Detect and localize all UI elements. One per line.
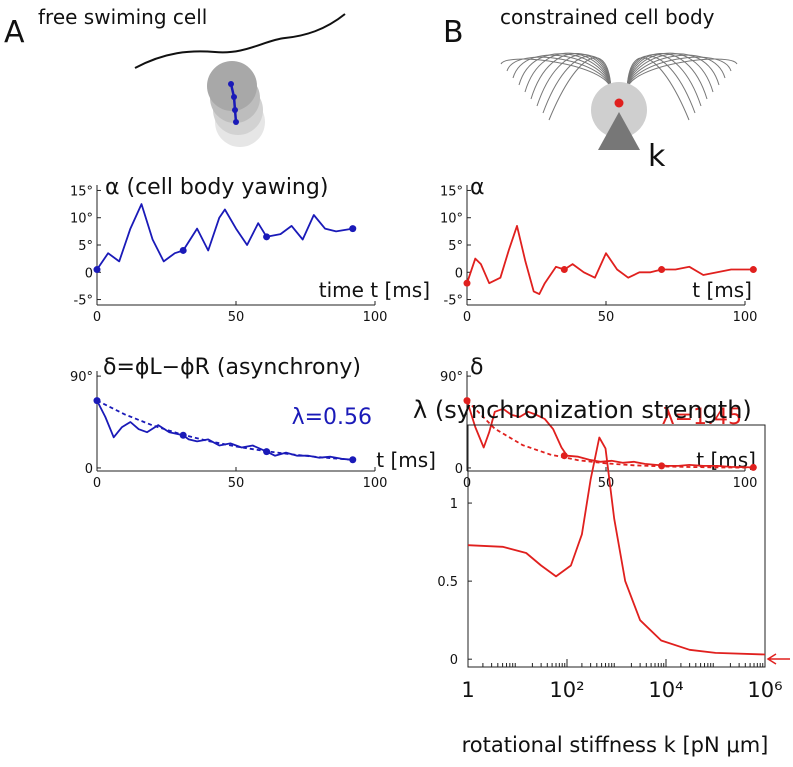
- constrained-cell-diagram: [500, 52, 738, 150]
- data-point: [749, 266, 757, 274]
- x-tick-label: 100: [733, 476, 758, 491]
- y-tick-label: -5°: [74, 294, 93, 309]
- data-point: [349, 456, 357, 464]
- x-axis-label: t [ms]: [696, 448, 756, 472]
- y-tick-label: 0: [450, 653, 458, 668]
- y-tick-label: 0: [85, 462, 93, 477]
- y-tick-label: -5°: [444, 294, 463, 309]
- data-point: [463, 279, 471, 287]
- y-tick-label: 0: [85, 266, 93, 281]
- x-tick-label: 50: [598, 310, 615, 325]
- annotation: λ=1.45: [662, 405, 742, 430]
- x-tick-label: 10⁴: [648, 678, 683, 702]
- spring-label: k: [648, 139, 666, 174]
- data-line: [466, 225, 754, 295]
- data-point: [749, 463, 757, 471]
- chart-title: δ: [470, 355, 483, 380]
- y-tick-label: 0.5: [437, 575, 458, 590]
- x-tick-label: 0: [93, 310, 101, 325]
- x-tick-label: 50: [228, 476, 245, 491]
- free-cell-diagram: [134, 13, 346, 147]
- x-axis-label: rotational stiffness k [pN μm]: [462, 733, 769, 757]
- data-point: [93, 266, 101, 274]
- y-tick-label: 0: [455, 462, 463, 477]
- y-tick-label: 15°: [440, 184, 463, 199]
- data-point: [179, 246, 187, 254]
- panel-title: constrained cell body: [500, 5, 715, 29]
- data-point: [263, 448, 271, 456]
- y-tick-label: 90°: [440, 370, 463, 385]
- data-line: [96, 203, 353, 271]
- data-point: [560, 266, 568, 274]
- x-tick-label: 50: [598, 476, 615, 491]
- data-point: [560, 452, 568, 460]
- annotation: λ=0.56: [292, 405, 372, 430]
- x-tick-label: 0: [463, 476, 471, 491]
- x-tick-label: 10²: [549, 678, 584, 702]
- x-tick-label: 100: [363, 476, 388, 491]
- chart-title: δ=ϕL−ϕR (asynchrony): [103, 355, 361, 380]
- chart-title: α: [470, 175, 485, 200]
- data-point: [93, 397, 101, 405]
- y-tick-label: 1: [450, 497, 458, 512]
- y-tick-label: 90°: [70, 370, 93, 385]
- panel-title: free swiming cell: [38, 5, 207, 29]
- x-tick-label: 100: [363, 310, 388, 325]
- y-tick-label: 10°: [70, 212, 93, 227]
- data-line: [467, 436, 766, 656]
- x-axis-label: time t [ms]: [319, 278, 430, 302]
- chart-title: λ (synchronization strength): [413, 396, 752, 424]
- data-point: [263, 233, 271, 241]
- x-tick-label: 0: [463, 310, 471, 325]
- x-tick-label: 0: [93, 476, 101, 491]
- data-point: [658, 266, 666, 274]
- x-tick-label: 100: [733, 310, 758, 325]
- x-axis-label: t [ms]: [692, 278, 752, 302]
- y-tick-label: 15°: [70, 184, 93, 199]
- y-tick-label: 5°: [78, 239, 93, 254]
- arrow: [766, 653, 790, 665]
- chart-title: α (cell body yawing): [105, 175, 328, 200]
- y-tick-label: 10°: [440, 212, 463, 227]
- x-axis-label: t [ms]: [376, 448, 436, 472]
- data-point: [179, 431, 187, 439]
- x-tick-label: 10⁶: [747, 678, 782, 702]
- data-line: [466, 400, 754, 469]
- data-line: [96, 399, 353, 461]
- x-tick-label: 1: [461, 678, 474, 702]
- x-tick-label: 50: [228, 310, 245, 325]
- panel-letter: A: [4, 15, 25, 50]
- data-point: [349, 225, 357, 233]
- data-line: [466, 399, 754, 469]
- data-point: [463, 397, 471, 405]
- panel-letter: B: [443, 15, 464, 50]
- y-tick-label: 5°: [448, 239, 463, 254]
- y-tick-label: 0: [455, 266, 463, 281]
- data-point: [658, 462, 666, 470]
